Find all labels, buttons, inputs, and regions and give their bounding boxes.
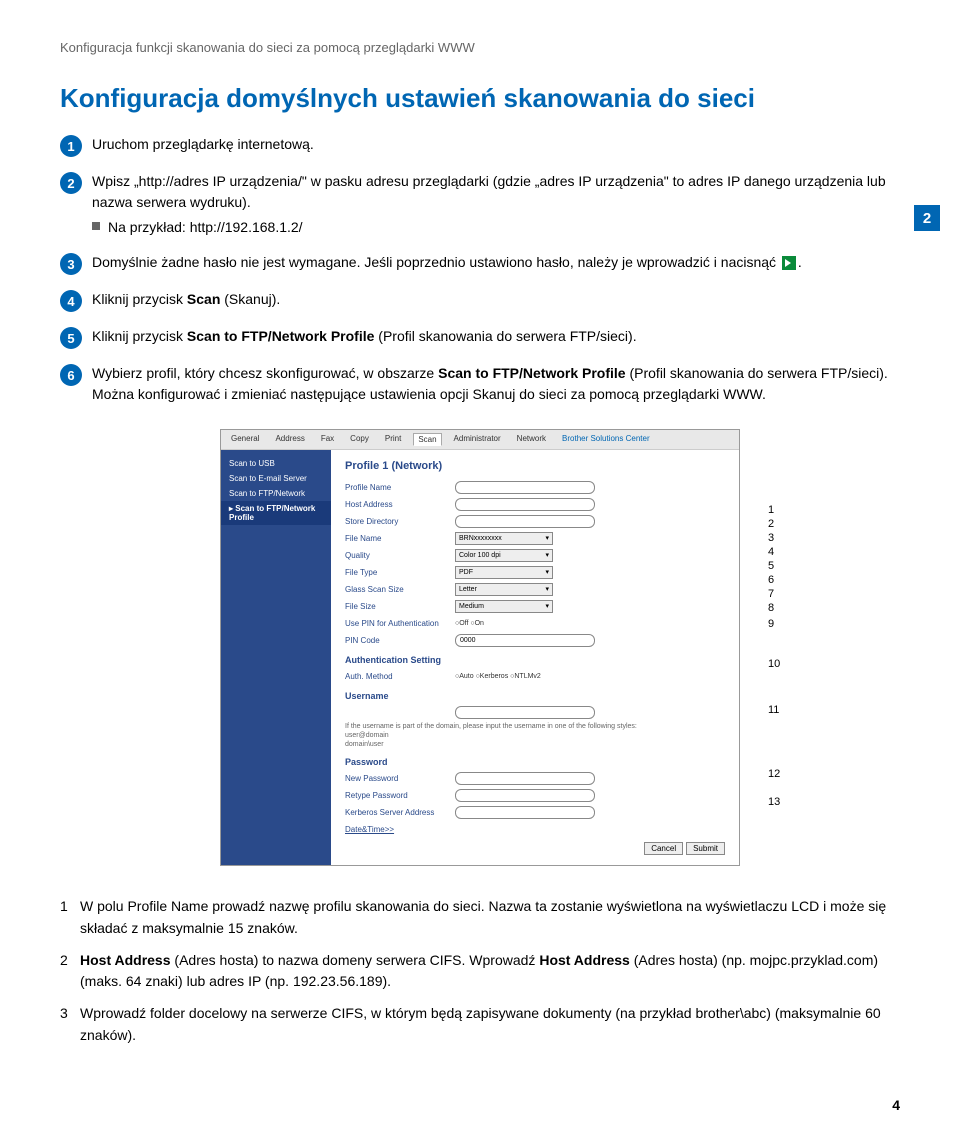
step-number: 6 [60,364,82,386]
shot-tabs: GeneralAddressFaxCopyPrintScanAdministra… [221,430,739,450]
step-number: 3 [60,253,82,275]
shot-sidebar: Scan to USB Scan to E-mail Server Scan t… [221,450,331,865]
step-3: 3 Domyślnie żadne hasło nie jest wymagan… [60,252,900,275]
step-number: 4 [60,290,82,312]
step-number: 5 [60,327,82,349]
step-2: 2 Wpisz „http://adres IP urządzenia/" w … [60,171,900,238]
arrow-icon [782,256,796,270]
step-text: Domyślnie żadne hasło nie jest wymagane.… [92,252,900,273]
step-number: 2 [60,172,82,194]
legend: 1W polu Profile Name prowadź nazwę profi… [60,896,900,1046]
breadcrumb: Konfiguracja funkcji skanowania do sieci… [60,40,900,55]
step-5: 5 Kliknij przycisk Scan to FTP/Network P… [60,326,900,349]
bullet-icon [92,222,100,230]
step-text: Wpisz „http://adres IP urządzenia/" w pa… [92,171,900,238]
step-4: 4 Kliknij przycisk Scan (Skanuj). [60,289,900,312]
config-screenshot: GeneralAddressFaxCopyPrintScanAdministra… [220,429,740,866]
step-text: Wybierz profil, który chcesz skonfigurow… [92,363,900,405]
brother-logo: Brother Solutions Center [558,433,654,446]
step-6: 6 Wybierz profil, który chcesz skonfigur… [60,363,900,405]
shot-main-panel: Profile 1 (Network) Profile NameHost Add… [331,450,739,865]
step-sub: Na przykład: http://192.168.1.2/ [108,217,303,238]
step-text: Uruchom przeglądarkę internetową. [92,134,900,155]
step-text: Kliknij przycisk Scan (Skanuj). [92,289,900,310]
chapter-badge: 2 [914,205,940,231]
step-text: Kliknij przycisk Scan to FTP/Network Pro… [92,326,900,347]
step-number: 1 [60,135,82,157]
step-1: 1 Uruchom przeglądarkę internetową. [60,134,900,157]
page-title: Konfiguracja domyślnych ustawień skanowa… [60,83,900,114]
page-number: 4 [892,1097,900,1113]
